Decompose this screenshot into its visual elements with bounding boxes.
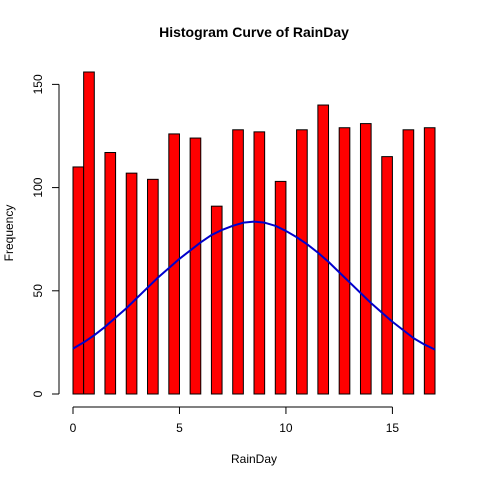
x-tick-label: 0 [70, 421, 77, 435]
histogram-bar [317, 104, 330, 395]
histogram-bar [104, 152, 117, 395]
x-tick-label: 5 [176, 421, 183, 435]
histogram-bar [83, 71, 95, 395]
x-axis-label: RainDay [231, 452, 277, 466]
histogram-bar [210, 205, 223, 395]
chart-title: Histogram Curve of RainDay [159, 24, 349, 40]
histogram-bar [189, 137, 202, 395]
y-tick-label: 50 [31, 284, 45, 298]
density-curve [72, 220, 436, 351]
histogram-bar [274, 180, 287, 395]
histogram-bar [381, 156, 393, 395]
histogram-bar [253, 131, 266, 395]
histogram-bar [359, 123, 372, 395]
histogram-bar [296, 129, 308, 395]
x-axis: 0 5 10 15 [70, 406, 400, 435]
histogram-bar [402, 129, 415, 395]
y-tick-label: 100 [31, 177, 45, 197]
curve-layer [72, 220, 436, 351]
x-tick-label: 10 [279, 421, 293, 435]
histogram-bar [338, 127, 351, 395]
y-axis: 0 50 100 150 [31, 74, 60, 397]
histogram-bar [125, 172, 138, 395]
y-tick-label: 0 [31, 390, 45, 397]
histogram-bar [423, 127, 436, 395]
y-tick-label: 150 [31, 74, 45, 94]
bars-layer [72, 71, 436, 395]
histogram-bar [72, 166, 85, 395]
histogram-bar [232, 129, 244, 395]
x-tick-label: 15 [386, 421, 400, 435]
y-axis-label: Frequency [2, 205, 16, 262]
